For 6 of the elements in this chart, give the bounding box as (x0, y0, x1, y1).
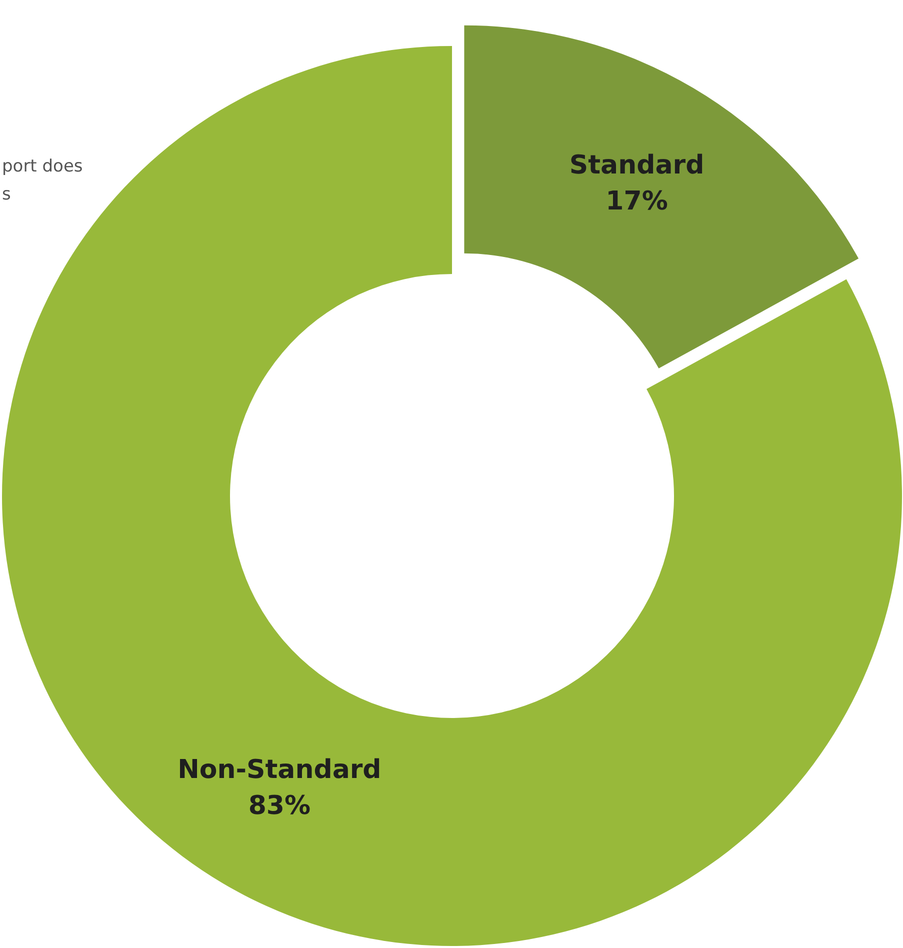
slice-label: Standard (569, 150, 704, 181)
slice-label: Non-Standard (178, 754, 382, 785)
text: s (2, 184, 11, 204)
text: port does (2, 156, 83, 176)
data-label: 83% (248, 790, 311, 821)
data-label: 17% (606, 186, 668, 217)
